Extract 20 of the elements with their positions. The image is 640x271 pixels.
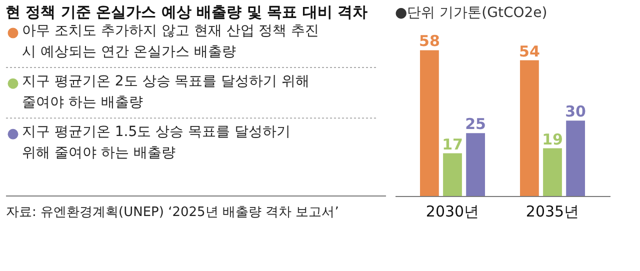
data-label: 17 xyxy=(442,135,463,154)
legend-label: 지구 평균기온 2도 상승 목표를 달성하기 위해 줄여야 하는 배출량 xyxy=(22,74,310,111)
data-label: 19 xyxy=(542,130,563,148)
bar xyxy=(566,120,585,196)
bar xyxy=(466,133,485,196)
legend-label: 아무 조치도 추가하지 않고 현재 산업 정책 추진 시 예상되는 연간 온실가스 배출량 xyxy=(22,23,320,60)
bar xyxy=(520,60,539,196)
legend-label: 지구 평균기온 1.5도 상승 목표를 달성하기 위해 줄여야 하는 배출량 xyxy=(22,124,291,162)
bar xyxy=(443,153,462,196)
text: 자료: 유엔환경계획(UNEP) ‘2025년 배출량 격차 보고서’ xyxy=(6,205,339,220)
data-label: 54 xyxy=(519,42,540,60)
data-label: 25 xyxy=(465,115,486,134)
x-tick-label: 2030년 xyxy=(426,202,480,220)
bar xyxy=(543,148,562,196)
data-label: 30 xyxy=(565,102,586,121)
data-label: 58 xyxy=(419,32,440,50)
text: 현 정책 기준 온실가스 예상 배출량 및 목표 대비 격차 xyxy=(6,3,368,21)
bar xyxy=(420,50,439,196)
x-tick-label: 2035년 xyxy=(526,202,580,220)
y-axis-title: ●단위 기가톤(GtCO2e) xyxy=(395,5,548,21)
